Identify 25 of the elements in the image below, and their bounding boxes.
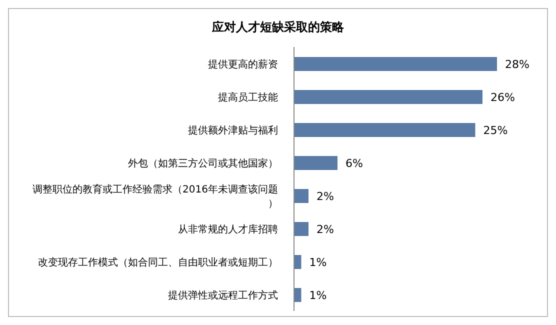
y-tick-label: 提供弹性或远程工作方式 <box>168 290 278 302</box>
data-label: 2% <box>316 222 334 236</box>
bar <box>294 189 308 203</box>
chart-title: 应对人才短缺采取的策略 <box>211 19 345 36</box>
bar <box>294 57 497 71</box>
bar <box>294 255 302 269</box>
y-tick-label: 提供更高的薪资 <box>208 58 278 70</box>
data-label: 28% <box>505 58 530 71</box>
y-tick-label: 从非常规的人才库招聘 <box>178 224 278 236</box>
y-tick-label: 提供额外津贴与福利 <box>188 124 278 136</box>
data-label: 2% <box>316 190 334 203</box>
y-tick-label: 调整职位的教育或工作经验需求（2016年未调查该问题） <box>32 184 278 210</box>
data-label: 6% <box>346 156 363 170</box>
bar <box>294 123 476 137</box>
data-label: 1% <box>309 256 327 269</box>
data-label: 1% <box>309 288 327 302</box>
y-tick-label: 外包（如第三方公司或其他国家） <box>128 158 278 170</box>
data-label: 25% <box>483 124 508 137</box>
y-tick-label: 提高员工技能 <box>218 92 278 104</box>
bar <box>294 222 308 236</box>
bar <box>294 288 302 302</box>
data-label: 26% <box>490 90 515 104</box>
bar <box>294 90 482 104</box>
bar <box>294 156 338 170</box>
y-tick-label: 改变现存工作模式（如合同工、自由职业者或短期工） <box>38 256 278 268</box>
